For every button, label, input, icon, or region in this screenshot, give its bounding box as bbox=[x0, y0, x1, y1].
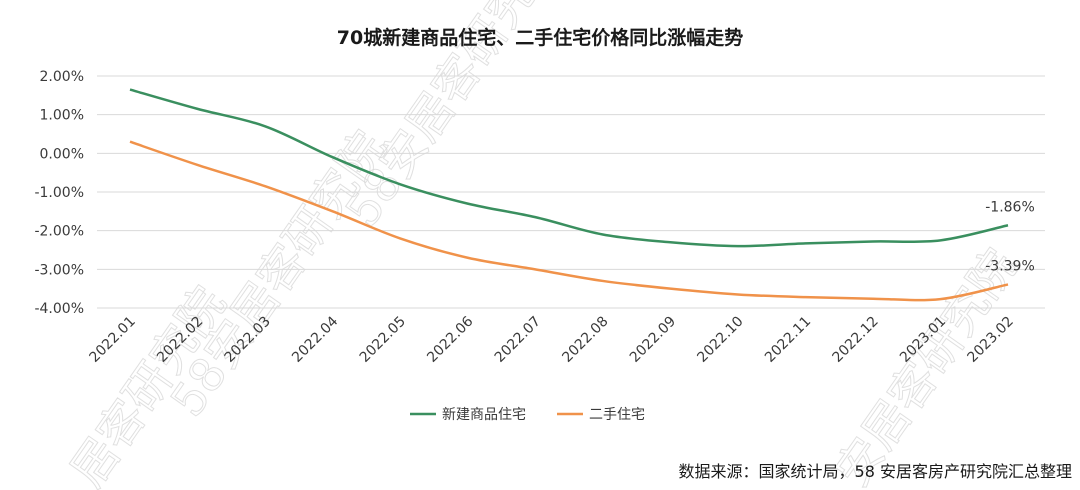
y-tick-label: 1.00% bbox=[40, 108, 84, 124]
x-tick-label: 2022.07 bbox=[492, 314, 544, 366]
legend-label-new: 新建商品住宅 bbox=[442, 407, 526, 423]
x-tick-label: 2022.10 bbox=[694, 314, 746, 366]
y-tick-label: -1.00% bbox=[34, 185, 84, 201]
data-label: -3.39% bbox=[985, 258, 1035, 274]
x-tick-label: 2022.05 bbox=[357, 314, 409, 366]
data-label: -1.86% bbox=[985, 199, 1035, 215]
y-tick-label: -2.00% bbox=[34, 224, 84, 240]
x-tick-label: 2022.12 bbox=[829, 314, 881, 366]
series-line-second bbox=[129, 140, 1009, 302]
grid bbox=[97, 75, 1045, 309]
x-tick-label: 2022.08 bbox=[559, 314, 611, 366]
watermark-text: 58安居客研究院 bbox=[160, 121, 396, 426]
watermark-text: 安居客研究院 bbox=[825, 239, 1028, 490]
watermark: 58安居客研究院 居客研究院 58安居客研究院 安居客研究院 bbox=[59, 0, 1028, 490]
series-line-new bbox=[129, 88, 1009, 248]
legend-label-second: 二手住宅 bbox=[589, 407, 645, 423]
y-axis: 2.00% 1.00% 0.00% -1.00% -2.00% -3.00% -4.00% bbox=[34, 69, 84, 317]
y-tick-label: 2.00% bbox=[40, 69, 84, 85]
x-tick-label: 2022.09 bbox=[627, 314, 679, 366]
chart-title: 70城新建商品住宅、二手住宅价格同比涨幅走势 bbox=[337, 26, 743, 49]
x-tick-label: 2022.06 bbox=[424, 313, 476, 365]
legend: 新建商品住宅 二手住宅 bbox=[410, 407, 645, 423]
y-tick-label: 0.00% bbox=[40, 146, 84, 162]
x-tick-label: 2022.04 bbox=[289, 313, 341, 365]
source-note: 数据来源：国家统计局，58 安居客房产研究院汇总整理 bbox=[679, 462, 1072, 481]
y-tick-label: -3.00% bbox=[34, 262, 84, 278]
series-group: -1.86% -3.39% bbox=[129, 88, 1035, 302]
x-tick-label: 2022.11 bbox=[762, 314, 814, 366]
x-tick-label: 2022.01 bbox=[87, 314, 139, 366]
y-tick-label: -4.00% bbox=[34, 301, 84, 317]
